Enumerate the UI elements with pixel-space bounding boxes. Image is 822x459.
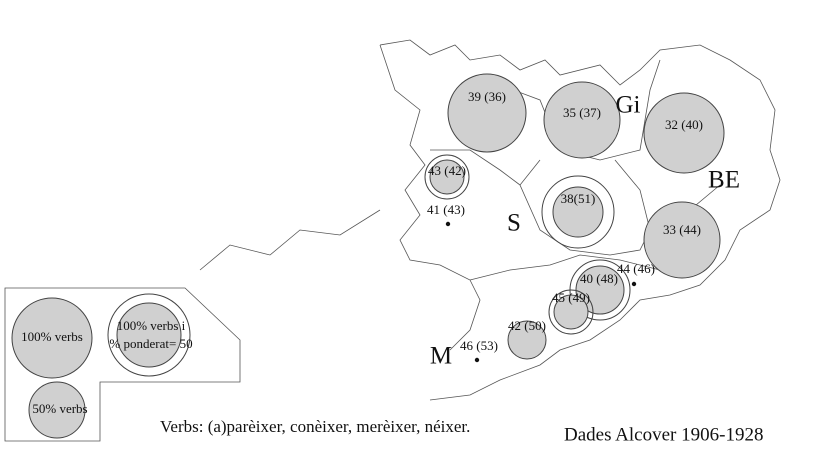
legend-box bbox=[4, 287, 241, 442]
legend-circle bbox=[11, 297, 93, 379]
legend-label: % ponderat= 50 bbox=[109, 336, 192, 351]
place-label: 41 (43) bbox=[427, 202, 465, 217]
place-circle bbox=[643, 201, 721, 279]
legend-label: 100% verbs bbox=[21, 329, 83, 344]
place-label: 46 (53) bbox=[460, 338, 498, 353]
place-circle bbox=[429, 159, 465, 195]
regions: Gi BE S M bbox=[430, 92, 740, 370]
place-ring bbox=[548, 289, 594, 335]
legend-ring bbox=[107, 293, 191, 377]
place-circle bbox=[552, 186, 604, 238]
place-ring bbox=[424, 154, 470, 200]
legend-circle bbox=[116, 302, 182, 368]
region-label: BE bbox=[708, 167, 740, 194]
place-label: 44 (46) bbox=[617, 261, 655, 276]
place-dot bbox=[474, 357, 480, 363]
legend-label: 100% verbs i bbox=[117, 318, 186, 333]
place-label: 38(51) bbox=[561, 191, 596, 206]
legend-label: 50% verbs bbox=[32, 401, 87, 416]
place-label: 40 (48) bbox=[580, 271, 618, 286]
place-ring bbox=[541, 175, 615, 249]
legend-circle bbox=[28, 381, 86, 439]
legend: 100% verbs 100% verbs i % ponderat= 50 5… bbox=[4, 287, 241, 442]
place-circle bbox=[553, 294, 589, 330]
place-circle bbox=[507, 320, 547, 360]
region-label: M bbox=[430, 343, 452, 370]
place-circle bbox=[543, 81, 621, 159]
place-label: 35 (37) bbox=[563, 105, 601, 120]
place-circle bbox=[643, 92, 725, 174]
place-circle bbox=[575, 265, 625, 315]
region-label: Gi bbox=[616, 92, 641, 119]
source: Dades Alcover 1906-1928 bbox=[564, 424, 763, 445]
places: 39 (36) 35 (37) 32 (40) 43 (42) 41 (43) 38(51… bbox=[424, 73, 725, 363]
place-circle bbox=[447, 73, 527, 153]
place-label: 39 (36) bbox=[468, 89, 506, 104]
place-label: 32 (40) bbox=[665, 117, 703, 132]
place-label: 43 (42) bbox=[428, 163, 466, 178]
place-label: 42 (50) bbox=[508, 318, 546, 333]
place-dot bbox=[631, 281, 637, 287]
place-label: 33 (44) bbox=[663, 222, 701, 237]
region-label: S bbox=[507, 210, 521, 237]
caption: Verbs: (a)parèixer, conèixer, merèixer, … bbox=[160, 417, 470, 436]
place-dot bbox=[445, 221, 451, 227]
place-label: 45 (49) bbox=[552, 290, 590, 305]
